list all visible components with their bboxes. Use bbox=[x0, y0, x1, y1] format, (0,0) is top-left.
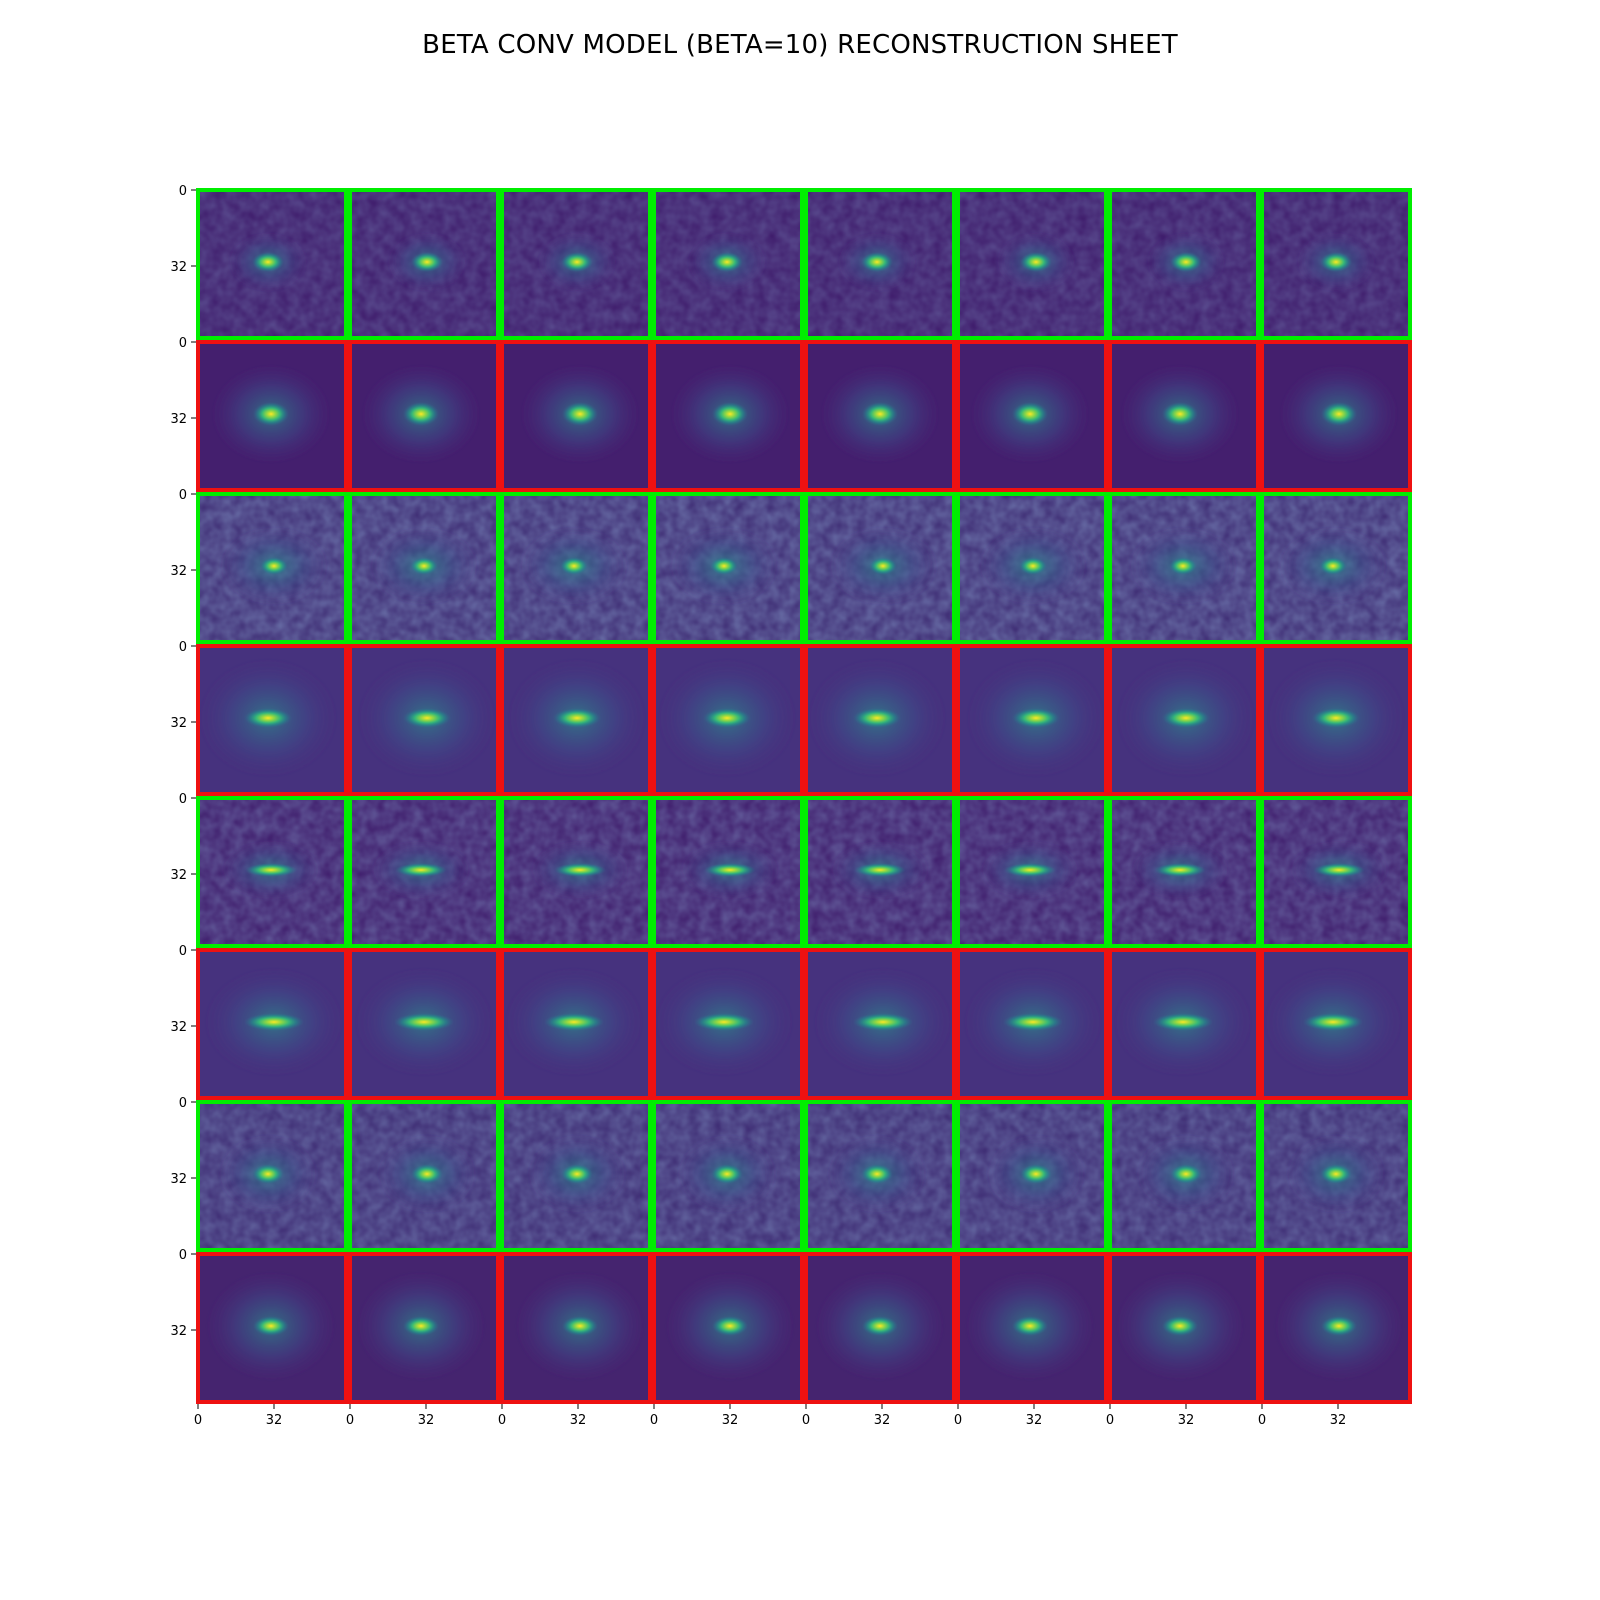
reconstruction-tile bbox=[652, 340, 804, 492]
y-tick-label: 32 bbox=[170, 564, 187, 579]
y-tick-label: 0 bbox=[179, 640, 187, 655]
reconstruction-tile bbox=[500, 948, 652, 1100]
reconstruction-tile bbox=[956, 340, 1108, 492]
y-tick-label: 32 bbox=[170, 260, 187, 275]
x-tick-label: 0 bbox=[802, 1413, 810, 1428]
sheet-title: BETA CONV MODEL (BETA=10) RECONSTRUCTION… bbox=[422, 30, 1178, 60]
y-tick-label: 32 bbox=[170, 1020, 187, 1035]
reconstruction-tile bbox=[348, 1252, 500, 1404]
y-tick-label: 32 bbox=[170, 868, 187, 883]
x-tick-label: 0 bbox=[1258, 1413, 1266, 1428]
reconstruction-tile bbox=[1260, 644, 1412, 796]
input-tile bbox=[804, 188, 956, 340]
reconstruction-tile bbox=[956, 644, 1108, 796]
input-tile bbox=[1260, 188, 1412, 340]
input-tile bbox=[652, 188, 804, 340]
reconstruction-tile bbox=[1108, 948, 1260, 1100]
y-tick-label: 32 bbox=[170, 1172, 187, 1187]
reconstruction-tile bbox=[196, 1252, 348, 1404]
input-tile bbox=[348, 1100, 500, 1252]
input-tile bbox=[348, 188, 500, 340]
y-tick-label: 32 bbox=[170, 1324, 187, 1339]
x-tick-label: 0 bbox=[346, 1413, 354, 1428]
reconstruction-tile bbox=[500, 340, 652, 492]
input-tile bbox=[804, 796, 956, 948]
input-tile bbox=[1260, 1100, 1412, 1252]
x-tick-label: 0 bbox=[498, 1413, 506, 1428]
x-tick-label: 32 bbox=[1026, 1413, 1043, 1428]
reconstruction-tile bbox=[956, 1252, 1108, 1404]
reconstruction-tile bbox=[804, 1252, 956, 1404]
reconstruction-tile bbox=[1108, 1252, 1260, 1404]
y-tick-label: 0 bbox=[179, 184, 187, 199]
input-tile bbox=[956, 1100, 1108, 1252]
x-tick-label: 32 bbox=[874, 1413, 891, 1428]
reconstruction-tile bbox=[500, 644, 652, 796]
y-tick-label: 0 bbox=[179, 1248, 187, 1263]
input-tile bbox=[652, 1100, 804, 1252]
x-tick-label: 32 bbox=[266, 1413, 283, 1428]
input-tile bbox=[804, 492, 956, 644]
reconstruction-tile bbox=[652, 948, 804, 1100]
input-tile bbox=[196, 188, 348, 340]
input-tile bbox=[500, 492, 652, 644]
input-tile bbox=[1260, 796, 1412, 948]
reconstruction-tile bbox=[804, 340, 956, 492]
y-tick-label: 0 bbox=[179, 488, 187, 503]
x-tick-label: 0 bbox=[954, 1413, 962, 1428]
reconstruction-tile bbox=[1108, 644, 1260, 796]
input-tile bbox=[196, 796, 348, 948]
y-tick-label: 32 bbox=[170, 412, 187, 427]
input-tile bbox=[500, 796, 652, 948]
input-tile bbox=[1108, 1100, 1260, 1252]
input-tile bbox=[956, 188, 1108, 340]
input-tile bbox=[1108, 796, 1260, 948]
input-tile bbox=[500, 1100, 652, 1252]
reconstruction-tile bbox=[804, 948, 956, 1100]
reconstruction-tile bbox=[348, 340, 500, 492]
y-tick-label: 0 bbox=[179, 336, 187, 351]
reconstruction-tile bbox=[1260, 340, 1412, 492]
x-tick-label: 0 bbox=[1106, 1413, 1114, 1428]
reconstruction-tile bbox=[652, 644, 804, 796]
input-tile bbox=[348, 796, 500, 948]
x-tick-label: 32 bbox=[1178, 1413, 1195, 1428]
reconstruction-tile bbox=[348, 948, 500, 1100]
input-tile bbox=[1108, 188, 1260, 340]
reconstruction-tile bbox=[804, 644, 956, 796]
reconstruction-tile bbox=[1260, 948, 1412, 1100]
x-tick-label: 0 bbox=[650, 1413, 658, 1428]
y-tick-label: 0 bbox=[179, 944, 187, 959]
input-tile bbox=[500, 188, 652, 340]
y-tick-label: 0 bbox=[179, 1096, 187, 1111]
x-tick-label: 32 bbox=[570, 1413, 587, 1428]
x-tick-label: 32 bbox=[418, 1413, 435, 1428]
x-tick-label: 0 bbox=[194, 1413, 202, 1428]
y-tick-label: 32 bbox=[170, 716, 187, 731]
input-tile bbox=[804, 1100, 956, 1252]
y-tick-label: 0 bbox=[179, 792, 187, 807]
reconstruction-tile bbox=[652, 1252, 804, 1404]
input-tile bbox=[956, 492, 1108, 644]
input-tile bbox=[196, 492, 348, 644]
input-tile bbox=[652, 796, 804, 948]
reconstruction-tile bbox=[196, 644, 348, 796]
input-tile bbox=[348, 492, 500, 644]
input-tile bbox=[652, 492, 804, 644]
reconstruction-tile bbox=[348, 644, 500, 796]
input-tile bbox=[956, 796, 1108, 948]
reconstruction-tile bbox=[1260, 1252, 1412, 1404]
reconstruction-tile bbox=[196, 340, 348, 492]
x-tick-label: 32 bbox=[1330, 1413, 1347, 1428]
input-tile bbox=[1260, 492, 1412, 644]
reconstruction-tile bbox=[500, 1252, 652, 1404]
input-tile bbox=[1108, 492, 1260, 644]
reconstruction-tile bbox=[196, 948, 348, 1100]
x-tick-label: 32 bbox=[722, 1413, 739, 1428]
reconstruction-tile bbox=[1108, 340, 1260, 492]
input-tile bbox=[196, 1100, 348, 1252]
reconstruction-tile bbox=[956, 948, 1108, 1100]
